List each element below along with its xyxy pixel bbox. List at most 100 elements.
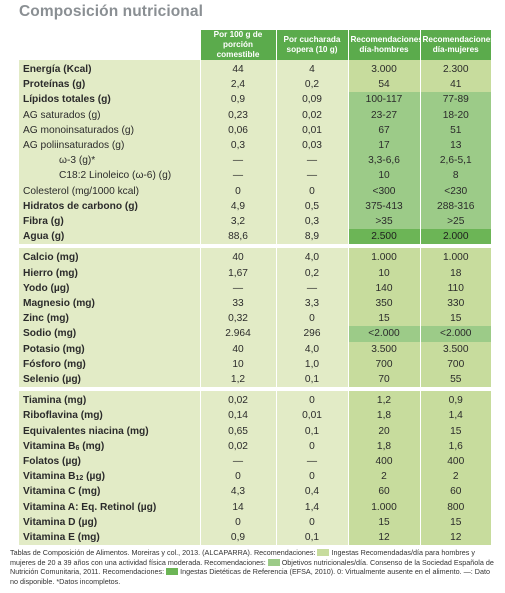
table-row: Sodio (mg) 2.964 296 <2.000 <2.000: [19, 326, 491, 342]
value-per-100g: —: [199, 168, 276, 184]
nutrient-label: Lípidos totales (g): [23, 94, 111, 106]
table-row: Zinc (mg) 0,32 0 15 15: [19, 311, 491, 327]
value-men: >35: [347, 214, 420, 230]
value-per-100g: 2.964: [199, 326, 276, 342]
nutrient-name: Vitamina A: Eq. Retinol (µg): [19, 499, 200, 515]
table-row: Folatos (µg) — —400 400: [19, 454, 491, 470]
nutrient-name: Proteínas (g): [19, 77, 200, 93]
nutrient-label: Equivalentes niacina (mg): [23, 425, 149, 437]
nutrient-label: Energía (Kcal): [23, 64, 92, 75]
nutrient-name: Magnesio (mg): [19, 296, 200, 312]
table-row: Fibra (g) 3,2 0,3 >35 >25: [19, 214, 491, 230]
value-per-spoon: 0,1: [275, 530, 348, 546]
legend-swatch-ingestas: [317, 549, 330, 556]
table-row: Hierro (mg) 1,67 0,2 10 18: [19, 265, 491, 281]
value-women: 288-316: [419, 198, 491, 215]
nutrient-label: AG monoinsaturados (g): [23, 124, 134, 136]
value-per-spoon: 0,5: [275, 198, 348, 215]
value-per-100g: 0,06: [199, 122, 276, 139]
table-row: Yodo (µg) — —140 110: [19, 280, 491, 297]
value-men: 700: [347, 356, 420, 373]
footnote: Tablas de Composición de Alimentos. More…: [10, 548, 495, 586]
value-men: 400: [347, 454, 420, 470]
value-per-100g: 0,02: [199, 438, 276, 455]
value-per-spoon: 0,2: [275, 77, 348, 93]
nutrient-label: Vitamina C (mg): [23, 486, 101, 498]
value-women: 15: [419, 514, 491, 531]
value-per-100g: 4,3: [199, 484, 276, 500]
table-row: AG monoinsaturados (g) 0,06 0,01 67 51: [19, 122, 491, 139]
value-per-spoon: —: [275, 153, 348, 169]
value-men: <300: [347, 183, 420, 199]
value-women: 77-89: [419, 92, 491, 108]
value-women: 0,9: [419, 391, 491, 409]
footnote-source: Tablas de Composición de Alimentos. More…: [10, 548, 316, 557]
nutrient-name: Hierro (mg): [19, 265, 200, 281]
value-men: 1,8: [347, 408, 420, 424]
legend-swatch-efsa: [166, 568, 179, 576]
value-women: 800: [419, 499, 491, 515]
table-row: Calcio (mg) 40 4,0 1.000 1.000: [19, 248, 491, 266]
value-per-100g: 2,4: [199, 77, 276, 93]
value-women: 60: [419, 484, 491, 500]
nutrient-label: Hierro (mg): [23, 267, 78, 279]
nutrient-label: AG poliinsaturados (g): [23, 140, 125, 152]
value-women: 18-20: [419, 107, 491, 123]
nutrient-name: Fibra (g): [19, 214, 200, 230]
value-per-100g: 3,2: [199, 214, 276, 230]
nutrient-name: Vitamina B6 (mg): [19, 438, 200, 455]
value-per-100g: —: [199, 153, 276, 169]
table-row: Magnesio (mg) 33 3,3 350 330: [19, 296, 491, 312]
value-per-100g: 4,9: [199, 198, 276, 215]
value-men: 1,8: [347, 438, 420, 455]
header-men: Recomendaciones día-hombres: [347, 30, 420, 60]
value-per-100g: 0,65: [199, 423, 276, 439]
value-women: 400: [419, 454, 491, 470]
value-women: 1,4: [419, 408, 491, 424]
table-row: Tiamina (mg) 0,02 0 1,2 0,9: [19, 391, 491, 409]
value-men: 2: [347, 469, 420, 485]
value-women: >25: [419, 214, 491, 230]
value-per-spoon: 0,02: [275, 107, 348, 123]
value-women: 1.000: [419, 248, 491, 266]
table-row: C18:2 Linoleico (ω-6) (g) — —10 8: [19, 168, 491, 184]
nutrient-name: C18:2 Linoleico (ω-6) (g): [19, 168, 200, 184]
nutrient-label: Calcio (mg): [23, 252, 79, 264]
table-row: Agua (g) 88,6 8,9 2.500 2.000: [19, 229, 491, 245]
nutrient-name: Hidratos de carbono (g): [19, 198, 200, 215]
nutrient-name: Riboflavina (mg): [19, 408, 200, 424]
nutrient-name: Equivalentes niacina (mg): [19, 423, 200, 439]
value-per-spoon: 0,01: [275, 408, 348, 424]
value-men: 1,2: [347, 391, 420, 409]
value-women: 1,6: [419, 438, 491, 455]
nutrient-name: Vitamina B12 (µg): [19, 469, 200, 485]
footnote-ingestas: Ingestas Recomendadas/día para hombres y…: [10, 548, 475, 567]
nutrient-label: Fósforo (mg): [23, 358, 86, 370]
value-women: 700: [419, 356, 491, 373]
header-per-spoon: Por cucharada sopera (10 g): [275, 30, 348, 60]
value-per-spoon: 1,0: [275, 356, 348, 373]
value-women: 13: [419, 138, 491, 154]
nutrient-name: Lípidos totales (g): [19, 92, 200, 108]
value-women: 3.500: [419, 341, 491, 357]
value-per-spoon: 0,01: [275, 122, 348, 139]
nutrient-label: Fibra (g): [23, 216, 64, 228]
nutrient-subscript: 12: [75, 475, 84, 483]
value-per-100g: 14: [199, 499, 276, 515]
nutrient-label: AG saturados (g): [23, 109, 101, 121]
group-spacer: [19, 244, 491, 249]
value-women: 41: [419, 77, 491, 93]
nutrient-label: Potasio (mg): [23, 343, 85, 355]
table-row: Proteínas (g) 2,4 0,2 54 41: [19, 77, 491, 93]
nutrient-name: Selenio (µg): [19, 372, 200, 388]
value-women: 2.300: [419, 60, 491, 78]
value-per-100g: 40: [199, 248, 276, 266]
value-per-100g: 1,2: [199, 372, 276, 388]
nutrient-name: Vitamina E (mg): [19, 530, 200, 546]
value-per-100g: 0: [199, 469, 276, 485]
value-per-spoon: 0,09: [275, 92, 348, 108]
value-women: 51: [419, 122, 491, 139]
nutrient-name: Sodio (mg): [19, 326, 200, 342]
nutrient-label: Vitamina A: Eq. Retinol (µg): [23, 501, 157, 513]
value-women: 18: [419, 265, 491, 281]
